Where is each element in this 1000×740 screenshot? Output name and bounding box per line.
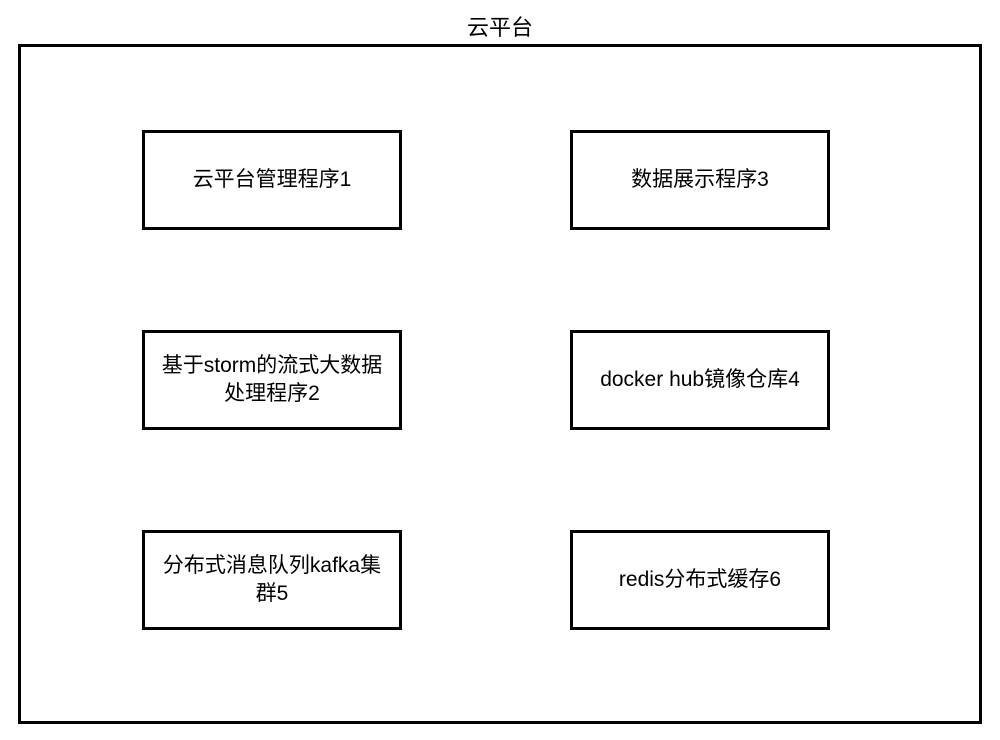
node-storm-processor: 基于storm的流式大数据处理程序2 [142, 330, 402, 430]
node-label: 云平台管理程序1 [193, 166, 352, 194]
node-label: 分布式消息队列kafka集群5 [155, 552, 389, 609]
node-cloud-manager: 云平台管理程序1 [142, 130, 402, 230]
node-label: 基于storm的流式大数据处理程序2 [155, 352, 389, 409]
node-data-display: 数据展示程序3 [570, 130, 830, 230]
node-docker-hub: docker hub镜像仓库4 [570, 330, 830, 430]
node-label: 数据展示程序3 [631, 166, 769, 194]
diagram-title: 云平台 [0, 10, 1000, 42]
node-redis-cache: redis分布式缓存6 [570, 530, 830, 630]
node-label: redis分布式缓存6 [619, 566, 781, 594]
node-label: docker hub镜像仓库4 [600, 366, 800, 394]
node-kafka-cluster: 分布式消息队列kafka集群5 [142, 530, 402, 630]
